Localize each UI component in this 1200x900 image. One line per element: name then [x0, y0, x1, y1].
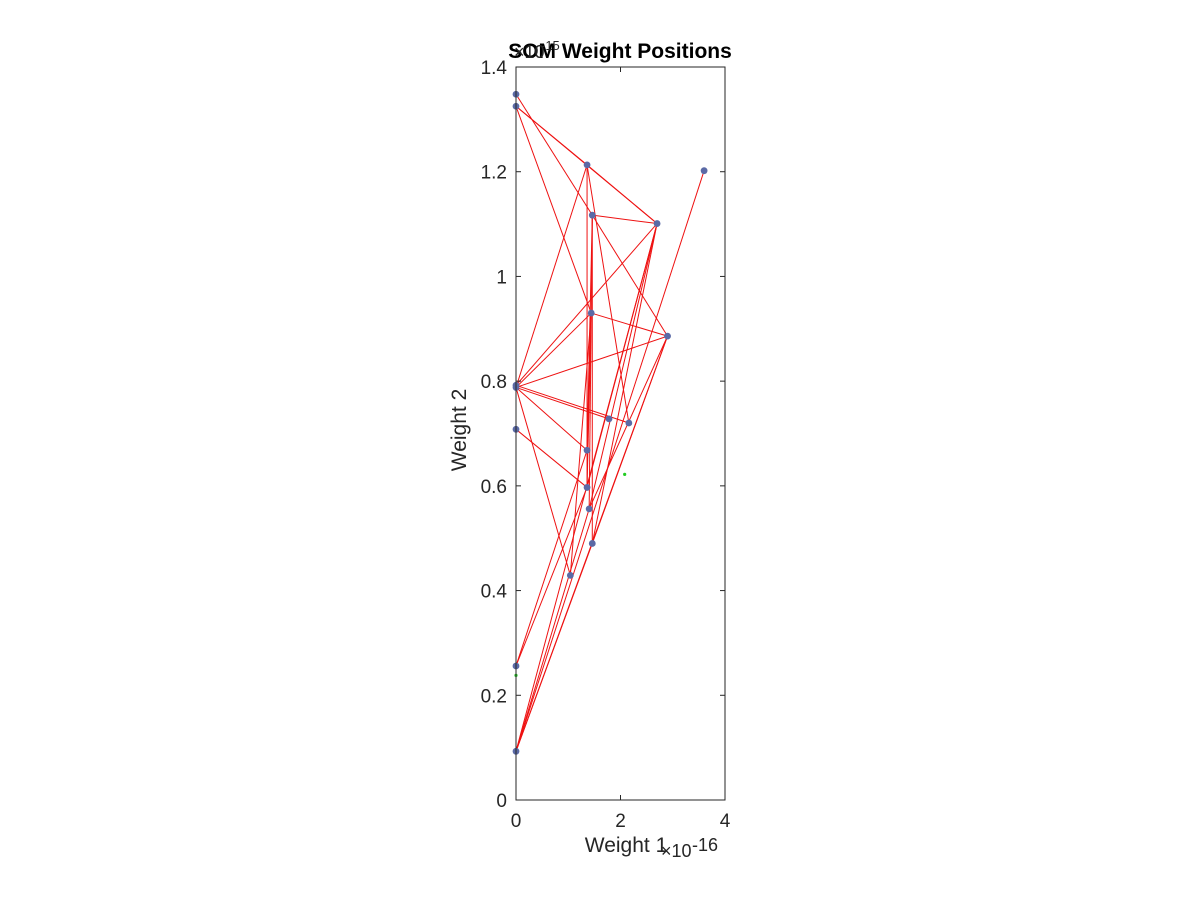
y-tick-label: 0.2 [481, 686, 507, 707]
neighbor-link [515, 387, 571, 576]
neighbor-link [586, 313, 592, 488]
y-axis-label: Weight 2 [448, 389, 471, 472]
x-multiplier-base: ×10 [661, 841, 692, 861]
y-multiplier-base: ×10 [514, 42, 545, 62]
neighbor-link [515, 387, 588, 451]
neuron-point [700, 167, 708, 175]
y-tick-label: 1 [496, 267, 507, 288]
neuron-point [653, 220, 661, 227]
y-tick-label: 1.4 [481, 58, 508, 79]
neighbor-link [515, 428, 588, 488]
x-tick-label: 4 [720, 811, 731, 832]
neighbor-link [515, 386, 610, 420]
neighbor-link [592, 214, 658, 225]
y-tick-label: 0 [496, 791, 507, 812]
neighbor-link [586, 164, 658, 224]
neighbor-link [515, 543, 593, 752]
x-tick-label: 2 [615, 811, 626, 832]
neighbor-link [515, 508, 590, 752]
neighbor-link [515, 450, 588, 667]
neighbor-link [591, 214, 668, 337]
neighbor-links [515, 93, 705, 752]
neighbor-link [515, 164, 588, 388]
neuron-point [583, 484, 591, 491]
neighbor-link [515, 93, 593, 216]
neuron-point [583, 446, 591, 454]
neuron-point [587, 309, 595, 317]
neuron-point [566, 571, 574, 579]
neighbor-link [515, 335, 668, 388]
neighbor-link [569, 313, 592, 576]
input-point [623, 472, 627, 476]
x-multiplier-exponent: -16 [692, 835, 718, 855]
x-axis-label: Weight 1 [585, 834, 668, 857]
axes [515, 66, 726, 801]
neuron-point [664, 332, 671, 340]
neuron-point [585, 505, 593, 513]
neighbor-link [591, 312, 668, 337]
y-multiplier-exponent: -15 [541, 38, 560, 53]
y-tick-label: 0.6 [481, 477, 507, 498]
neighbor-link [586, 164, 630, 424]
ticks: 0 0.2 0.4 0.6 0.8 1 1.2 1.4 0 2 4 [481, 58, 731, 832]
neighbor-link [515, 170, 705, 752]
neighbor-link [515, 312, 592, 388]
neighbor-link [591, 223, 658, 544]
neuron-point [605, 415, 613, 423]
axes-box [515, 66, 726, 801]
y-tick-label: 0.4 [481, 582, 508, 603]
chart-title: SOM Weight Positions [508, 40, 732, 63]
neuron-point [588, 211, 596, 219]
neighbor-link [515, 106, 592, 314]
x-tick-label: 0 [511, 811, 522, 832]
neuron-point [583, 161, 591, 169]
y-tick-label: 0.8 [481, 372, 507, 393]
neighbor-link [515, 223, 658, 386]
neighbor-link [588, 223, 658, 510]
neighbor-link [515, 487, 588, 667]
neuron-point [625, 419, 633, 427]
y-tick-label: 1.2 [481, 163, 507, 184]
neuron-point [588, 540, 596, 547]
